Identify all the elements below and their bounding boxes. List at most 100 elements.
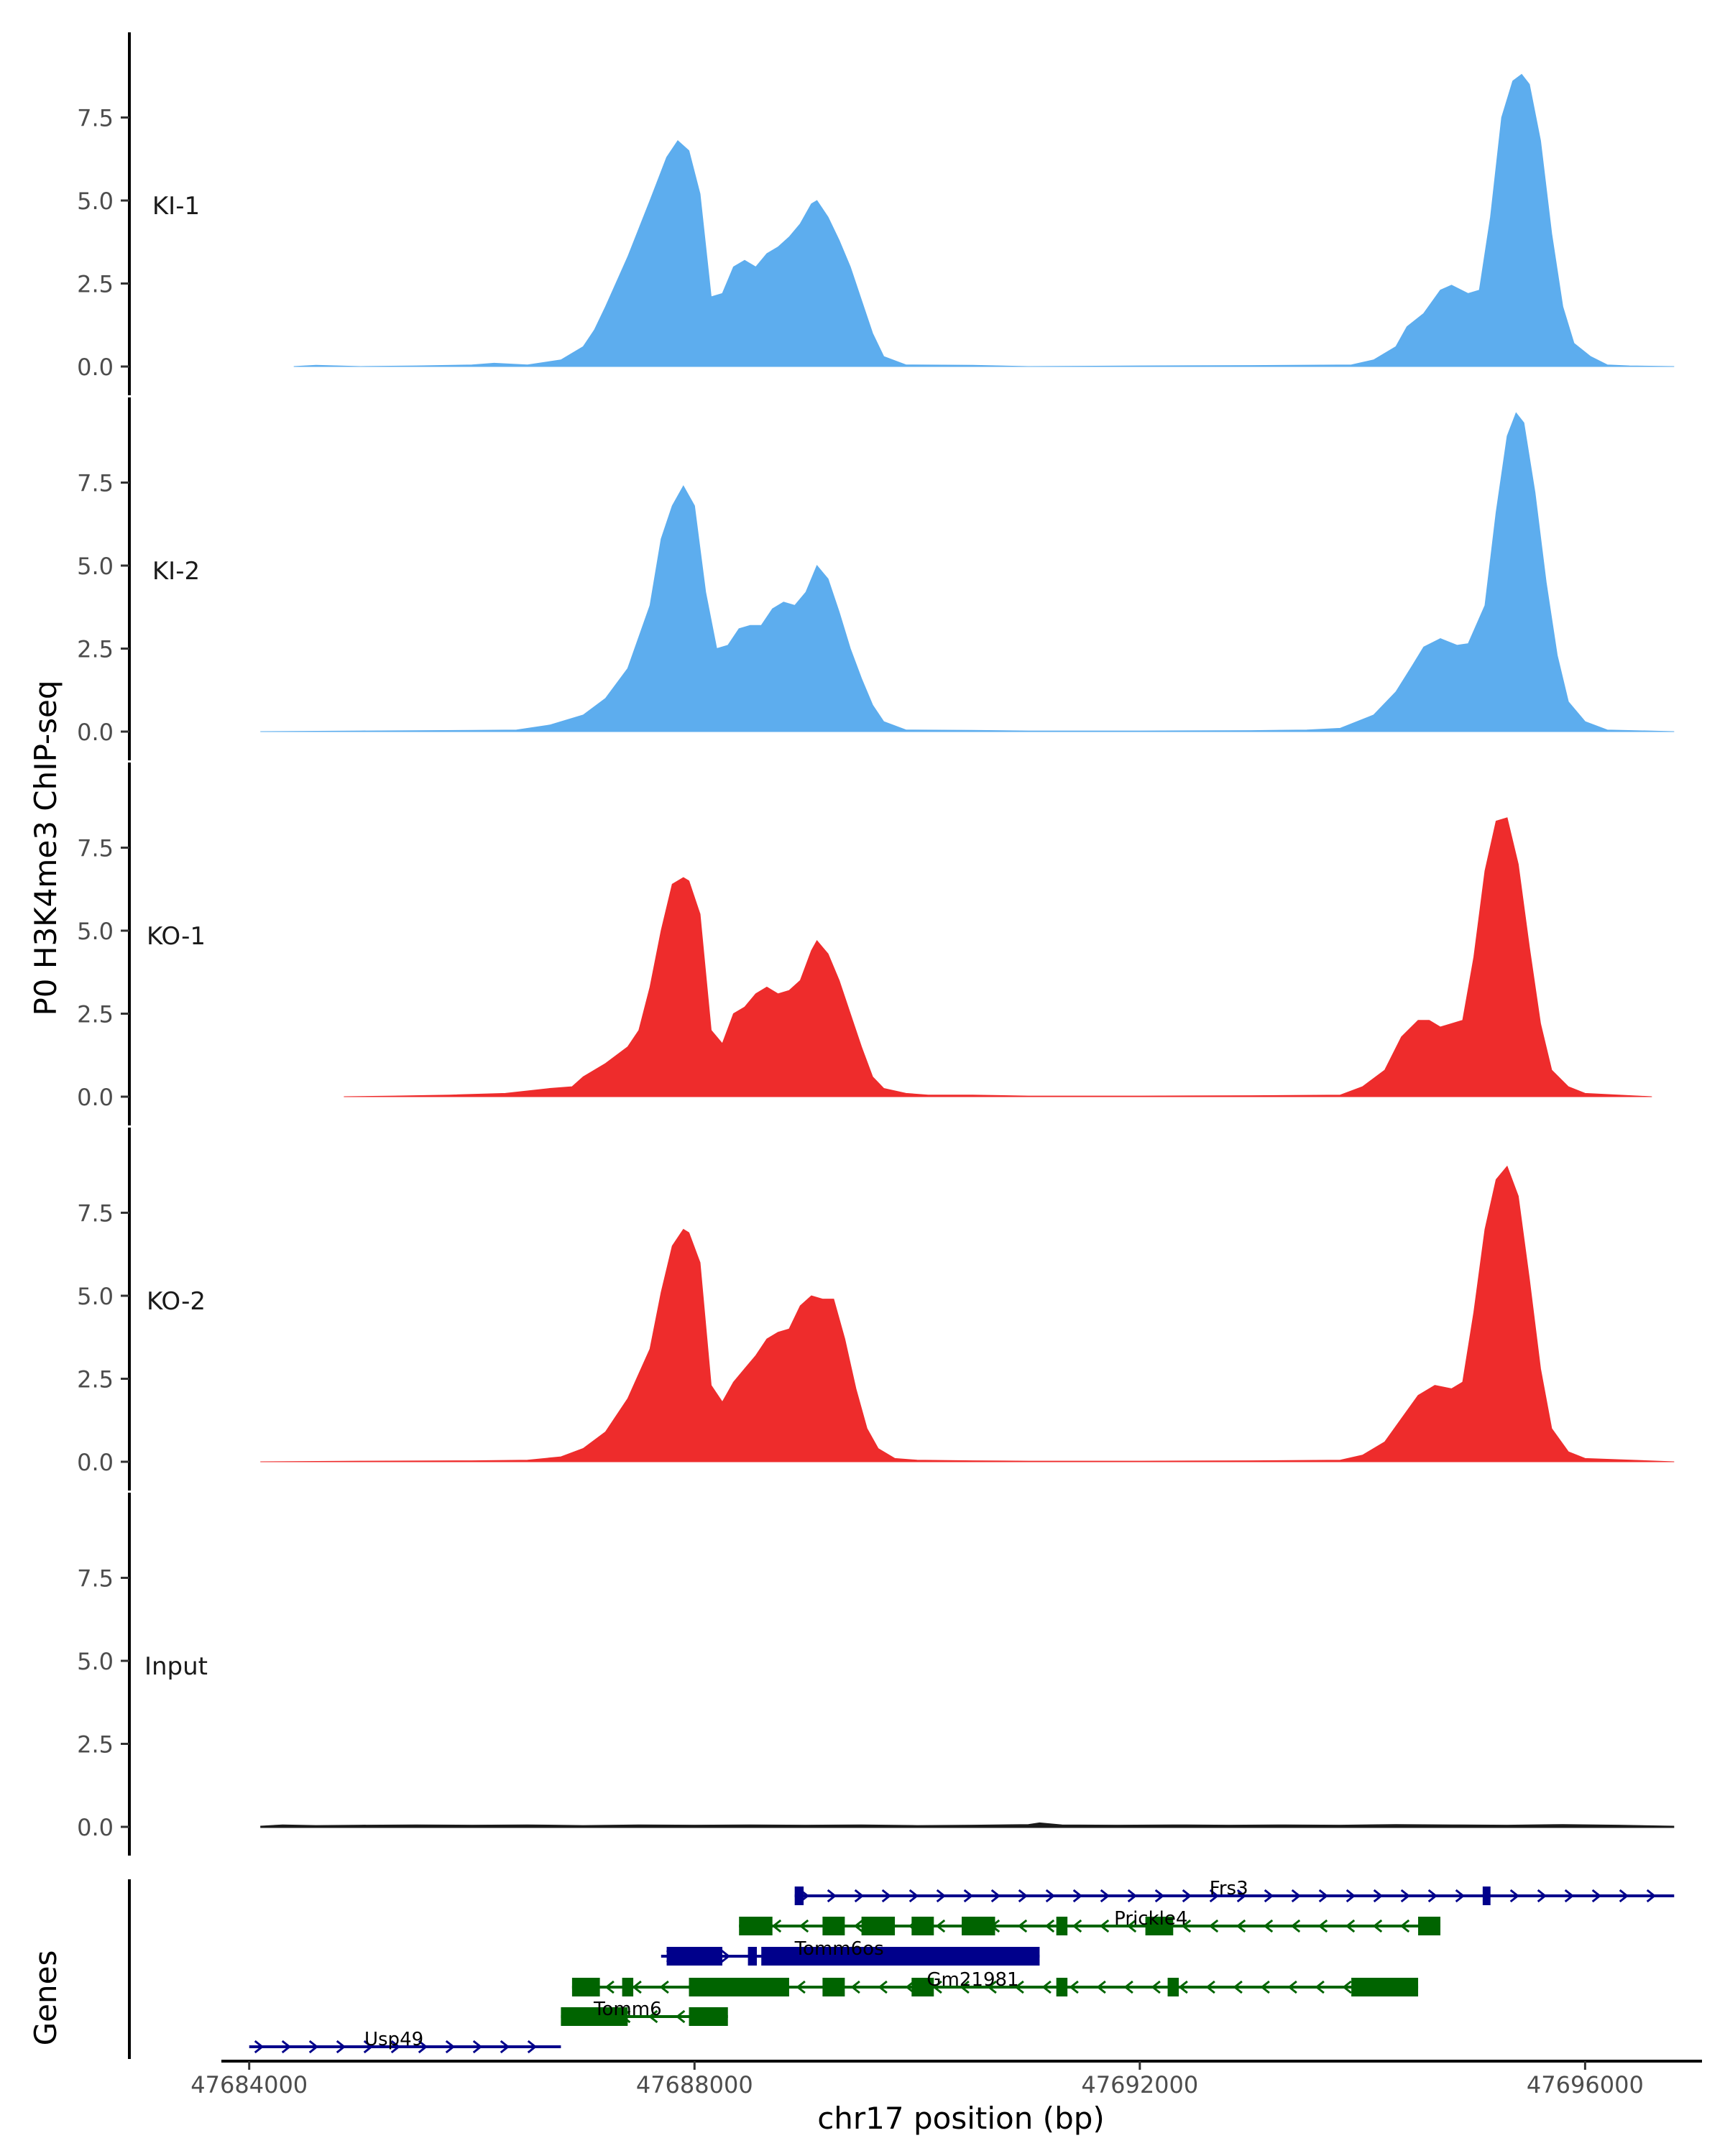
track-label: KI-2	[152, 557, 200, 586]
gene-exon	[1167, 1978, 1179, 1996]
strand-arrow-icon	[1287, 1980, 1297, 1994]
gene-tomm6os: Tomm6os	[661, 1938, 1040, 1966]
y-tick-label: 2.5	[77, 271, 114, 298]
gene-exon	[1056, 1917, 1068, 1935]
gene-exon	[962, 1917, 995, 1935]
strand-arrow-icon	[935, 1919, 946, 1933]
strand-arrow-icon	[960, 1980, 970, 1994]
strand-arrow-icon	[1069, 1980, 1079, 1994]
x-tick-label: 47692000	[1081, 2071, 1198, 2099]
strand-arrow-icon	[771, 1919, 782, 1933]
strand-arrow-icon	[1619, 1889, 1629, 1903]
strand-arrow-icon	[1315, 1980, 1325, 1994]
strand-arrow-icon	[1072, 1919, 1082, 1933]
strand-arrow-icon	[1041, 1980, 1052, 1994]
strand-arrow-icon	[1646, 1889, 1657, 1903]
gene-exon	[1351, 1978, 1419, 1996]
strand-arrow-icon	[445, 2040, 456, 2054]
strand-arrow-icon	[990, 1889, 1001, 1903]
strand-arrow-icon	[1290, 1919, 1301, 1933]
strand-arrow-icon	[881, 1889, 892, 1903]
strand-arrow-icon	[1427, 1889, 1438, 1903]
strand-arrow-icon	[932, 1980, 942, 1994]
strand-arrow-icon	[1317, 1919, 1328, 1933]
x-axis-title: chr17 position (bp)	[817, 2101, 1105, 2136]
strand-arrow-icon	[1154, 1889, 1165, 1903]
strand-arrow-icon	[1100, 1889, 1110, 1903]
strand-arrow-icon	[1591, 1889, 1602, 1903]
track-input: 0.0 2.5 5.0 7.5 Input	[77, 1493, 1675, 1856]
strand-arrow-icon	[1123, 1980, 1133, 1994]
y-tick-label: 0.0	[77, 1084, 114, 1111]
gene-gm21981: Gm21981	[571, 1969, 1419, 1996]
strand-arrow-icon	[1342, 1980, 1352, 1994]
y-axis-title: P0 H3K4me3 ChIP-seq	[28, 680, 63, 1015]
track-label: KI-1	[152, 192, 200, 221]
y-tick-label: 7.5	[77, 470, 114, 497]
strand-arrow-icon	[1264, 1889, 1274, 1903]
strand-arrow-icon	[1373, 1889, 1384, 1903]
gene-exon	[689, 2007, 728, 2026]
y-tick-label: 2.5	[77, 636, 114, 663]
strand-arrow-icon	[390, 2040, 401, 2054]
coverage-area	[260, 1822, 1675, 1828]
strand-arrow-icon	[1291, 1889, 1302, 1903]
y-tick-label: 2.5	[77, 1001, 114, 1028]
strand-arrow-icon	[987, 1980, 997, 1994]
y-tick-label: 5.0	[77, 918, 114, 945]
strand-arrow-icon	[1236, 1919, 1246, 1933]
y-tick-label: 2.5	[77, 1731, 114, 1759]
y-tick-label: 0.0	[77, 719, 114, 746]
gene-exon	[571, 1978, 600, 1996]
gene-exon	[1482, 1886, 1491, 1905]
track-ki-1: 0.0 2.5 5.0 7.5 KI-1	[77, 32, 1675, 395]
y-tick-label: 7.5	[77, 1200, 114, 1227]
gene-exon	[1418, 1917, 1441, 1935]
strand-arrow-icon	[1263, 1919, 1274, 1933]
strand-arrow-icon	[659, 1980, 669, 1994]
gene-prickle4: Prickle4	[739, 1908, 1441, 1935]
strand-arrow-icon	[500, 2040, 510, 2054]
y-tick-label: 5.0	[77, 1648, 114, 1675]
y-tick-label: 7.5	[77, 1565, 114, 1593]
coverage-area	[260, 412, 1675, 732]
strand-arrow-icon	[1318, 1889, 1329, 1903]
y-tick-label: 0.0	[77, 1814, 114, 1841]
y-tick-label: 5.0	[77, 1283, 114, 1310]
gene-label: Tomm6	[593, 1999, 662, 2020]
y-tick-label: 2.5	[77, 1366, 114, 1393]
strand-arrow-icon	[854, 1889, 865, 1903]
y-tick-label: 7.5	[77, 105, 114, 132]
strand-arrow-icon	[1564, 1889, 1575, 1903]
strand-arrow-icon	[1455, 1889, 1466, 1903]
strand-arrow-icon	[1072, 1889, 1083, 1903]
track-label: Input	[144, 1652, 208, 1681]
gene-label: Frs3	[1210, 1878, 1248, 1899]
y-tick-label: 5.0	[77, 553, 114, 580]
strand-arrow-icon	[1099, 1919, 1110, 1933]
strand-arrow-icon	[1233, 1980, 1243, 1994]
strand-arrow-icon	[720, 1949, 731, 1963]
strand-arrow-icon	[1345, 1919, 1356, 1933]
strand-arrow-icon	[936, 1889, 947, 1903]
coverage-area	[293, 73, 1675, 367]
strand-arrow-icon	[1509, 1889, 1520, 1903]
tracks-layer: 0.0 2.5 5.0 7.5 KI-1 0.0 2.5 5.0 7.5 KI-2 0.0 2.5 5.…	[77, 32, 1675, 1856]
strand-arrow-icon	[878, 1980, 888, 1994]
strand-arrow-icon	[1018, 1889, 1029, 1903]
strand-arrow-icon	[850, 1980, 860, 1994]
strand-arrow-icon	[418, 2040, 428, 2054]
gene-exon	[622, 1978, 634, 1996]
strand-arrow-icon	[1236, 1889, 1247, 1903]
track-ki-2: 0.0 2.5 5.0 7.5 KI-2	[77, 397, 1675, 760]
gene-exon	[794, 1886, 804, 1905]
strand-arrow-icon	[908, 1889, 919, 1903]
strand-arrow-icon	[1127, 1889, 1138, 1903]
genes-layer: Frs3 Prickle4 Tomm6os Gm21981 Tomm6 Usp49	[128, 1878, 1675, 2059]
strand-arrow-icon	[827, 1889, 837, 1903]
strand-arrow-icon	[336, 2040, 346, 2054]
gene-exon	[689, 1978, 789, 1996]
strand-arrow-icon	[1045, 1889, 1056, 1903]
strand-arrow-icon	[796, 1980, 806, 1994]
